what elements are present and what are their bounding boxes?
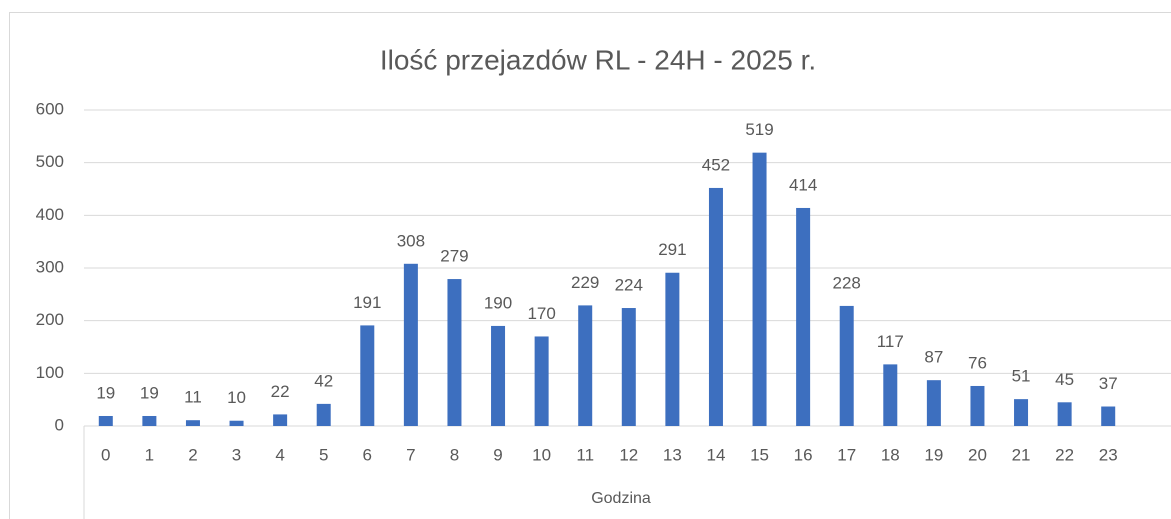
bar bbox=[578, 305, 593, 426]
bar bbox=[1014, 399, 1029, 426]
data-label: 87 bbox=[924, 348, 943, 367]
data-label: 452 bbox=[702, 155, 730, 174]
y-tick-label: 500 bbox=[36, 152, 64, 171]
x-tick-label: 7 bbox=[406, 445, 415, 464]
x-tick-label: 11 bbox=[576, 445, 594, 464]
x-tick-label: 12 bbox=[619, 445, 638, 464]
x-tick-label: 8 bbox=[450, 445, 459, 464]
y-tick-label: 0 bbox=[55, 415, 64, 434]
bar bbox=[621, 308, 636, 426]
y-tick-label: 600 bbox=[36, 99, 64, 118]
data-label: 279 bbox=[440, 247, 468, 266]
x-tick-label: 18 bbox=[881, 445, 900, 464]
bar bbox=[796, 207, 811, 426]
data-label: 414 bbox=[789, 175, 817, 194]
bar bbox=[534, 336, 549, 426]
bar bbox=[229, 420, 244, 426]
bar bbox=[273, 414, 288, 426]
x-tick-label: 9 bbox=[493, 445, 502, 464]
bar bbox=[447, 279, 462, 426]
data-label: 51 bbox=[1012, 367, 1031, 386]
chart-border bbox=[9, 12, 1171, 519]
x-tick-label: 20 bbox=[968, 445, 987, 464]
bar bbox=[752, 152, 767, 426]
chart-title: Ilość przejazdów RL - 24H - 2025 r. bbox=[380, 44, 816, 75]
x-tick-label: 3 bbox=[232, 445, 241, 464]
bar bbox=[1101, 406, 1116, 426]
x-tick-label: 14 bbox=[706, 445, 725, 464]
x-tick-label: 1 bbox=[145, 445, 154, 464]
bar bbox=[491, 325, 506, 426]
data-label: 76 bbox=[968, 353, 987, 372]
bar bbox=[883, 364, 898, 426]
data-label: 170 bbox=[527, 304, 555, 323]
bar bbox=[360, 325, 375, 426]
data-label: 42 bbox=[314, 371, 333, 390]
x-tick-label: 15 bbox=[750, 445, 769, 464]
data-label: 190 bbox=[484, 293, 512, 312]
x-tick-label: 21 bbox=[1012, 445, 1031, 464]
y-tick-label: 100 bbox=[36, 363, 64, 382]
bar bbox=[926, 380, 941, 426]
data-label: 22 bbox=[271, 382, 290, 401]
data-label: 10 bbox=[227, 388, 246, 407]
x-tick-label: 10 bbox=[532, 445, 551, 464]
x-tick-label: 5 bbox=[319, 445, 328, 464]
bar bbox=[403, 263, 418, 426]
bar bbox=[185, 420, 200, 426]
data-label: 224 bbox=[615, 276, 643, 295]
x-tick-label: 23 bbox=[1099, 445, 1118, 464]
data-label: 37 bbox=[1099, 374, 1118, 393]
data-label: 45 bbox=[1055, 370, 1074, 389]
x-tick-label: 22 bbox=[1055, 445, 1074, 464]
x-tick-label: 19 bbox=[924, 445, 943, 464]
bar bbox=[970, 385, 985, 426]
data-label: 519 bbox=[745, 120, 773, 139]
bar bbox=[98, 415, 113, 426]
bar bbox=[839, 305, 854, 426]
data-label: 191 bbox=[353, 293, 381, 312]
x-tick-label: 6 bbox=[363, 445, 372, 464]
x-tick-label: 17 bbox=[837, 445, 856, 464]
x-tick-label: 0 bbox=[101, 445, 110, 464]
x-tick-label: 4 bbox=[275, 445, 284, 464]
data-label: 291 bbox=[658, 240, 686, 259]
x-tick-label: 13 bbox=[663, 445, 682, 464]
bar bbox=[708, 187, 723, 426]
data-label: 11 bbox=[184, 388, 202, 407]
y-tick-label: 400 bbox=[36, 205, 64, 224]
data-label: 228 bbox=[833, 273, 861, 292]
y-tick-label: 200 bbox=[36, 310, 64, 329]
data-label: 308 bbox=[397, 231, 425, 250]
bar bbox=[316, 403, 331, 426]
data-label: 229 bbox=[571, 273, 599, 292]
y-tick-label: 300 bbox=[36, 257, 64, 276]
data-label: 117 bbox=[877, 332, 904, 351]
x-axis-label: Godzina bbox=[591, 490, 651, 507]
bar bbox=[665, 272, 680, 426]
bar bbox=[1057, 402, 1072, 426]
bar bbox=[142, 415, 157, 426]
x-tick-label: 16 bbox=[794, 445, 813, 464]
data-label: 19 bbox=[140, 383, 159, 402]
x-tick-label: 2 bbox=[188, 445, 197, 464]
data-label: 19 bbox=[96, 383, 115, 402]
